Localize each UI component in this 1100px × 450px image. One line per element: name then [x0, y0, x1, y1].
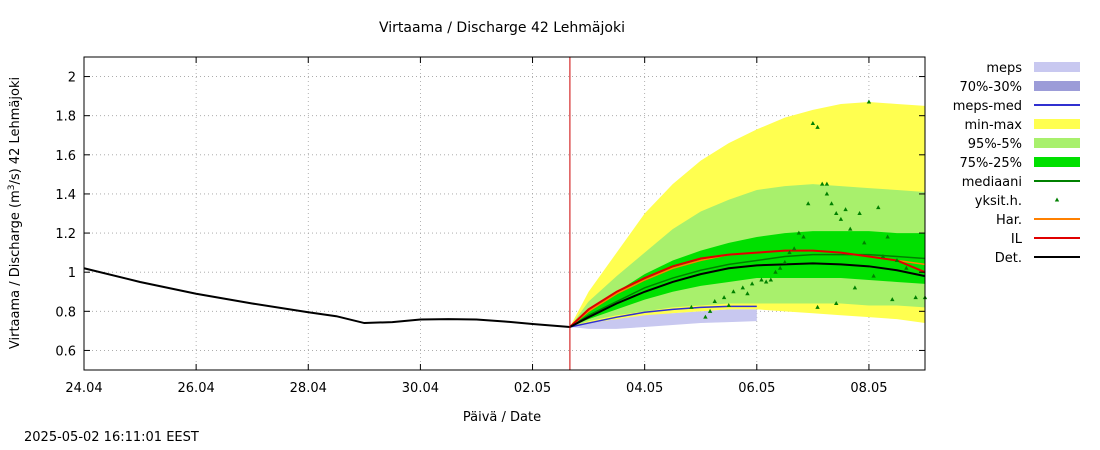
y-axis-label: Virtaama / Discharge (m3/s) 42 Lehmäjoki: [7, 77, 23, 349]
x-tick-label: 04.05: [626, 381, 663, 396]
scatter-point: [721, 295, 727, 300]
scatter-point: [740, 285, 745, 290]
legend-label-p95_5: 95%-5%: [968, 137, 1022, 152]
scatter-point: [838, 216, 844, 221]
legend-label-p70_30: 70%-30%: [960, 80, 1022, 95]
scatter-point: [805, 201, 811, 206]
legend-label-meps_med: meps-med: [953, 99, 1022, 114]
scatter-point: [824, 181, 830, 186]
scatter-point: [834, 211, 839, 215]
series-il: [569, 249, 926, 328]
y-tick-label: 2: [68, 71, 76, 86]
scatter-point: [791, 246, 797, 251]
scatter-point: [852, 285, 858, 290]
scatter-point: [773, 269, 778, 274]
scatter-point: [712, 299, 717, 304]
scatter-point: [768, 277, 774, 282]
scatter-point: [857, 211, 862, 215]
y-axis-label-sup: 3: [7, 185, 17, 191]
legend-label-meps: meps: [986, 61, 1022, 76]
scatter-point: [820, 181, 825, 186]
plot-frame: [83, 56, 926, 371]
scatter-point: [880, 254, 886, 259]
series-mediaani: [569, 253, 926, 328]
scatter-point: [862, 240, 867, 245]
scatter-point: [787, 250, 792, 255]
line-layer: [83, 249, 926, 328]
scatter-point: [871, 273, 876, 278]
series-det: [569, 262, 926, 328]
legend-label-yksit: yksit.h.: [975, 194, 1022, 209]
scatter-point: [815, 124, 820, 129]
scatter-point: [749, 281, 755, 286]
legend-swatch-yksit: [1054, 197, 1060, 202]
legend-label-det: Det.: [995, 251, 1022, 266]
scatter-point: [689, 304, 694, 309]
legend-swatch-p75_25: [1034, 157, 1080, 167]
legend-label-mediaani: mediaani: [962, 175, 1022, 190]
series-meps_med: [569, 305, 757, 328]
x-tick-label: 26.04: [178, 381, 215, 396]
scatter-point: [703, 314, 708, 319]
legend-label-il: IL: [1011, 232, 1023, 247]
scatter-point: [759, 277, 764, 282]
scatter-point: [763, 279, 769, 284]
scatter-point: [815, 304, 820, 309]
band-meps: [569, 309, 757, 329]
y-tick-label: 0.6: [55, 344, 76, 359]
scatter-point: [843, 207, 848, 212]
scatter-point: [745, 291, 750, 296]
y-axis-label-suffix: /s) 42 Lehmäjoki: [8, 77, 23, 185]
x-tick-label: 02.05: [514, 381, 551, 396]
series-det_observed: [83, 267, 570, 328]
y-tick-label: 1.4: [55, 188, 76, 203]
y-tick-label: 1.6: [55, 149, 76, 164]
timestamp: 2025-05-02 16:11:01 EEST: [24, 430, 199, 445]
scatter-point: [801, 234, 806, 239]
scatter-point: [876, 205, 881, 210]
y-tick-label: 1: [68, 266, 76, 281]
legend-label-minmax: min-max: [964, 118, 1022, 133]
scatter-point: [796, 230, 802, 235]
scatter-point: [707, 308, 713, 313]
legend-swatch-minmax: [1034, 119, 1080, 129]
x-tick-label: 24.04: [65, 381, 102, 396]
scatter-point: [731, 289, 736, 294]
scatter-point: [829, 201, 834, 206]
legend-swatch-p70_30: [1034, 81, 1080, 91]
scatter-point: [810, 121, 816, 126]
chart-title: Virtaama / Discharge 42 Lehmäjoki: [379, 20, 625, 36]
x-axis-label: Päivä / Date: [463, 410, 541, 425]
scatter-point: [890, 297, 895, 302]
y-tick-label: 0.8: [55, 305, 76, 320]
axis-ticks: 0.6 0.8 1 1.2 1.4 1.6 1.8 2 24.04 26.04 28.04 30.04…: [55, 57, 925, 396]
x-tick-label: 30.04: [402, 381, 439, 396]
y-tick-label: 1.8: [55, 110, 76, 125]
y-axis-label-prefix: Virtaama / Discharge (m: [8, 190, 23, 349]
legend-label-har: Har.: [996, 213, 1022, 228]
scatter-layer: [689, 99, 928, 319]
legend-swatch-meps: [1034, 62, 1080, 72]
legend-swatch-p95_5: [1034, 138, 1080, 148]
scatter-point: [848, 226, 853, 231]
scatter-point: [866, 99, 872, 104]
x-tick-label: 28.04: [290, 381, 327, 396]
scatter-point: [834, 300, 839, 305]
scatter-point: [885, 234, 890, 239]
band-layer: [569, 101, 925, 329]
scatter-point: [782, 259, 788, 264]
legend: meps 70%-30% meps-med min-max 95%-5% 75%-25% m…: [953, 61, 1080, 266]
scatter-point: [726, 302, 731, 307]
x-tick-label: 08.05: [850, 381, 887, 396]
y-tick-label: 1.2: [55, 227, 76, 242]
legend-label-p75_25: 75%-25%: [960, 156, 1022, 171]
scatter-point: [904, 265, 909, 270]
x-tick-label: 06.05: [738, 381, 775, 396]
scatter-point: [777, 265, 783, 270]
scatter-point: [824, 191, 830, 196]
scatter-point: [894, 257, 900, 262]
scatter-point: [913, 295, 918, 300]
